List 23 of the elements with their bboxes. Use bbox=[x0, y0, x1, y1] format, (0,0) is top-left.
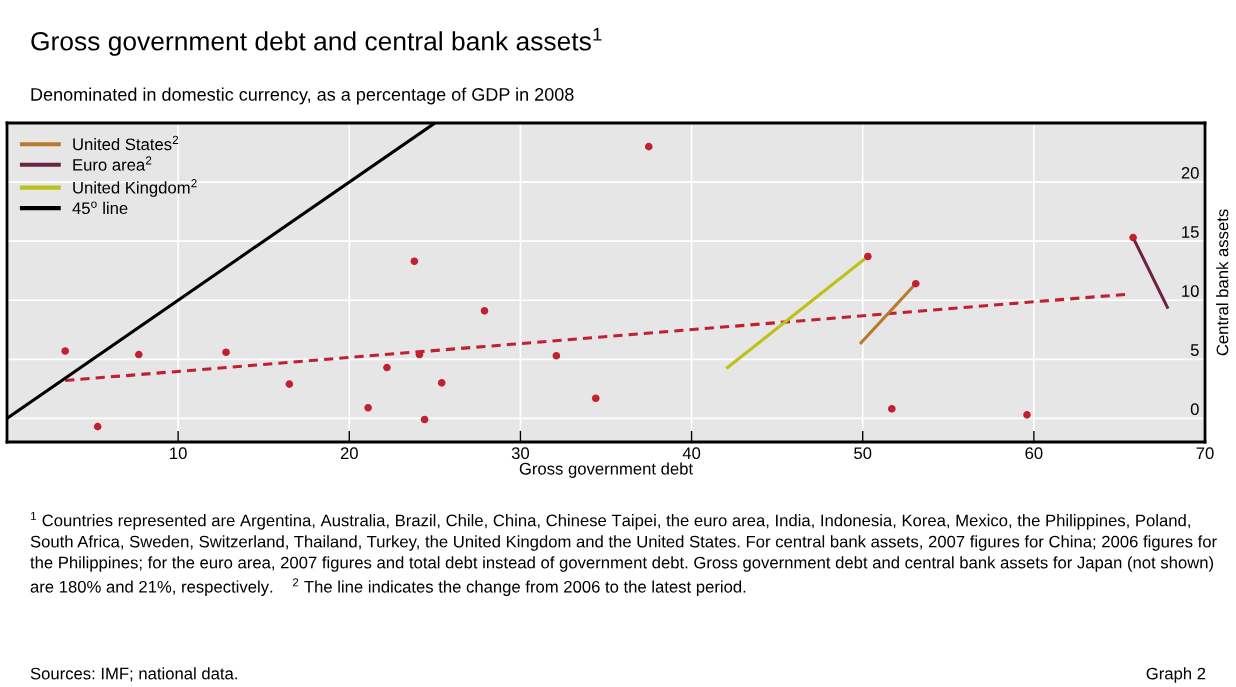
y-tick-label: 20 bbox=[1181, 166, 1199, 179]
x-tick-label: 70 bbox=[1196, 447, 1214, 460]
y-axis-title: Central bank assets bbox=[1216, 209, 1229, 356]
y-tick-label: 5 bbox=[1190, 344, 1199, 356]
x-tick-label: 50 bbox=[854, 447, 872, 460]
legend-label: United States$^{2}$ bbox=[73, 135, 179, 151]
source-note: Sources: IMF; national data. bbox=[30, 667, 237, 682]
x-tick-label: 10 bbox=[170, 447, 187, 460]
caption: Graph 2 bbox=[1146, 667, 1206, 683]
legend-label: Euro area$^{2}$ bbox=[73, 156, 152, 171]
x-tick-label: 30 bbox=[511, 447, 530, 460]
legend-label: 45$^{o}$ line bbox=[72, 201, 128, 215]
chart-title: Gross government debt and central bank assets$^{1}$ bbox=[31, 27, 602, 56]
legend-label: United Kingdom$^{2}$ bbox=[73, 179, 197, 197]
y-tick-label: 0 bbox=[1190, 403, 1199, 416]
x-axis-title: Gross government debt bbox=[519, 462, 693, 478]
chart-subtitle: Denominated in domestic currency, as a percentage of GDP in 2008 bbox=[31, 87, 574, 105]
x-tick-label: 40 bbox=[682, 447, 701, 460]
y-tick-label: 15 bbox=[1182, 226, 1199, 238]
text: $^{1}$ Countries represented are Argentina, Australia, Brazil, Chile, China, Chinese Taipei, the euro area, India, Indonesia, Korea, Mexico, the Philippines, Poland, South Africa, Sweden, Switzerland, Thailand, Turkey, the United Kingdom and the United States. For central bank assets, 2007 figures for China; 2006 figures for the Philippines; for the euro area, 2007 figures and total debt instead of government debt. Gross government debt and central bank assets for Japan (not shown) are 180% and 21%, respectively. $^{2}$ The line indicates the change from 2006 to the latest period. bbox=[30, 512, 1217, 596]
y-tick-label: 10 bbox=[1182, 285, 1199, 297]
x-tick-label: 20 bbox=[340, 447, 358, 460]
x-tick-label: 60 bbox=[1025, 447, 1043, 460]
